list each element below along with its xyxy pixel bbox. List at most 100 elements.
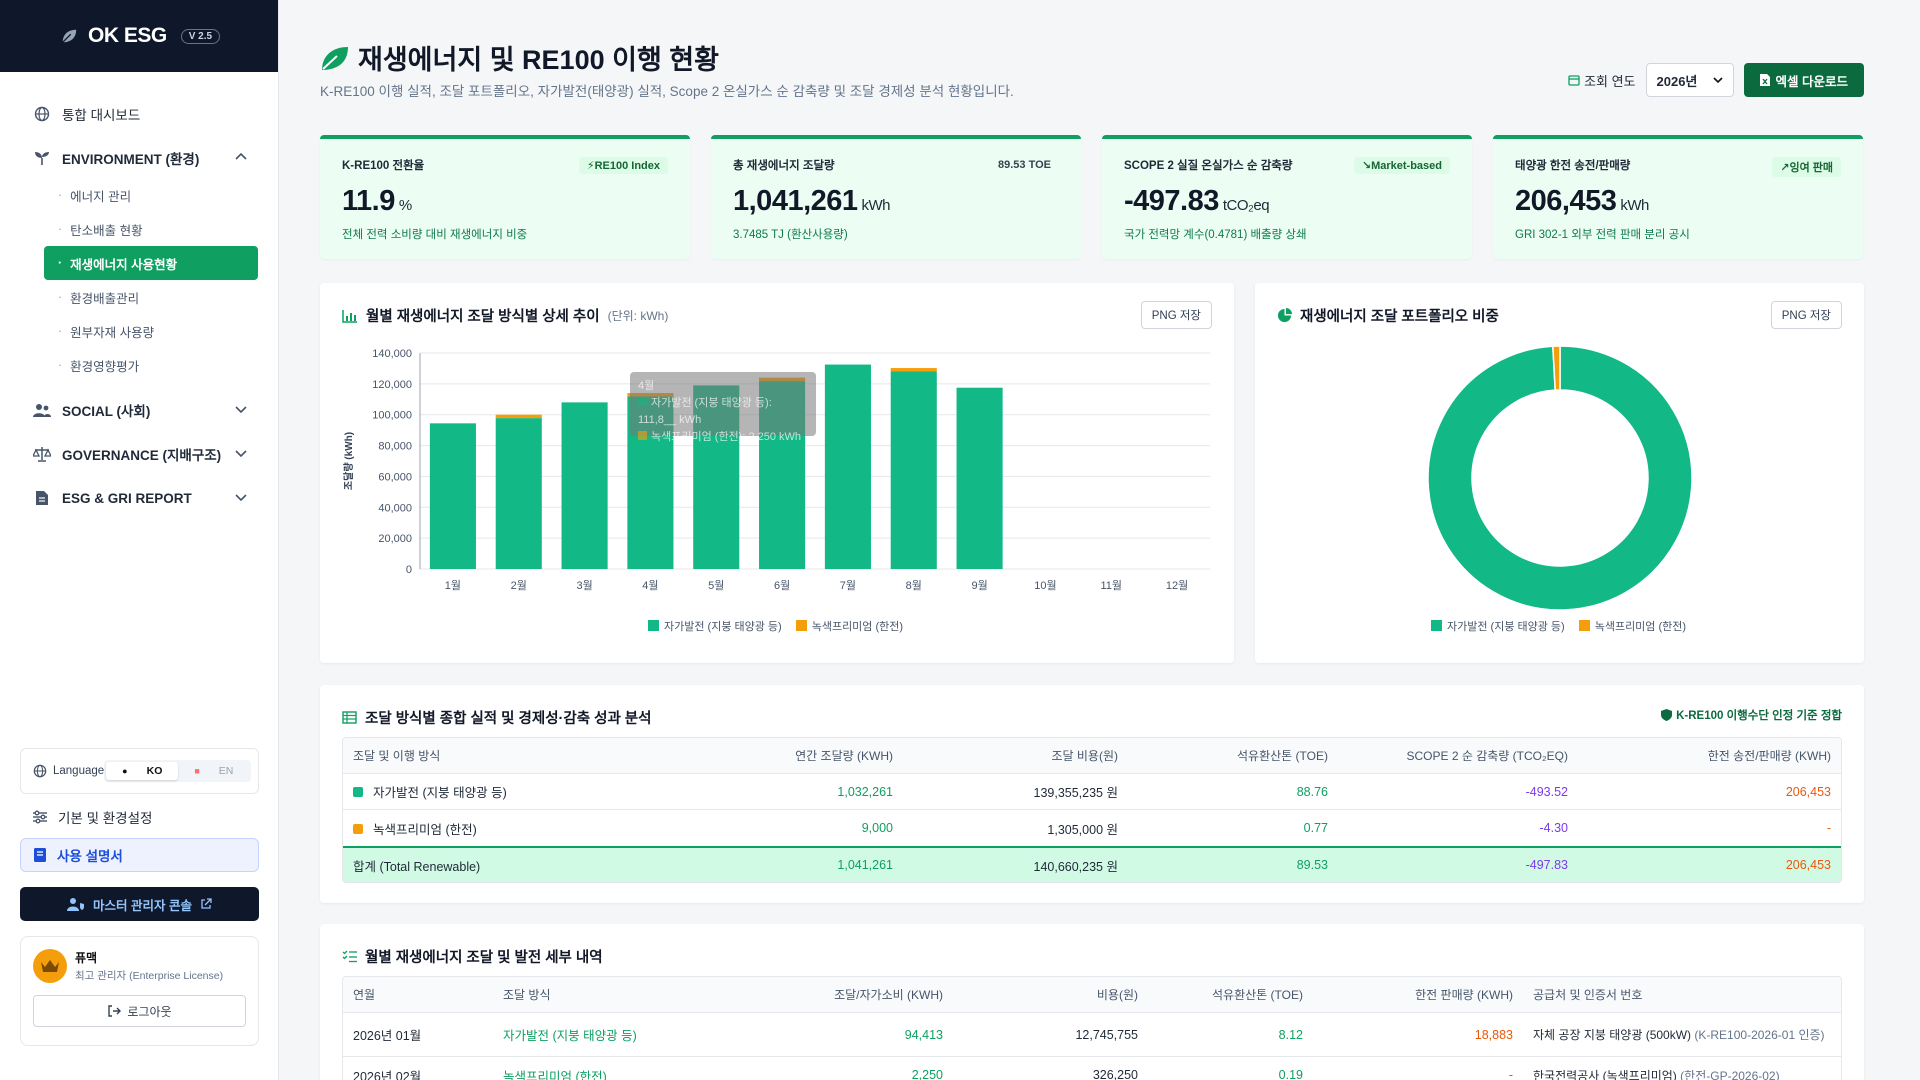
kpi-label: K-RE100 전환율 [342, 160, 425, 172]
y-tick-label: 120,000 [372, 379, 412, 391]
book-icon [33, 847, 47, 863]
method-name: 녹색프리미엄 (한전) [373, 822, 477, 837]
kpi-unit: kWh [861, 197, 891, 214]
col-header: 조달 및 이행 방식 [353, 749, 441, 763]
nav-report-label: ESG & GRI REPORT [62, 490, 192, 506]
legend-item-green-premium: 녹색프리미엄 (한전) [795, 618, 904, 634]
legend-label: 자가발전 (지붕 태양광 등) [664, 621, 782, 633]
year-label-text: 조회 연도 [1584, 73, 1636, 89]
kpi-label: SCOPE 2 실질 온실가스 순 감축량 [1124, 160, 1293, 172]
legend-label: 녹색프리미엄 (한전) [811, 621, 904, 633]
bar-self-generation [956, 387, 1003, 569]
lang-ko-button[interactable]: ● KO [106, 762, 179, 780]
amount-cell: 9,000 [861, 821, 893, 835]
monthly-bar-chart-card: 월별 재생에너지 조달 방식별 상세 추이 (단위: kWh) PNG 저장 0… [320, 283, 1234, 663]
summary-table: 조달 및 이행 방식 연간 조달량 (KWH) 조달 비용(원) 석유환산톤 (… [342, 737, 1842, 883]
lang-ko-label: KO [146, 765, 163, 777]
globe-icon [33, 764, 47, 778]
main-nav: 통합 대시보드 ENVIRONMENT (환경) 에너지 관리 탄소배출 현황 … [0, 72, 278, 520]
crown-avatar-icon [33, 949, 67, 983]
brand-header[interactable]: OK ESG V 2.5 [0, 0, 278, 72]
list-check-icon [342, 950, 357, 963]
tooltip-line-1: 자가발전 (지붕 태양광 등): 111,8__ kWh [638, 395, 808, 429]
sub-raw-material[interactable]: 원부자재 사용량 [44, 314, 258, 348]
shield-check-icon [1661, 709, 1673, 721]
x-tick-label: 3월 [576, 579, 592, 592]
kpi-value-number: 206,453 [1515, 185, 1617, 217]
nav-environment[interactable]: ENVIRONMENT (환경) [0, 138, 278, 178]
nav-dashboard[interactable]: 통합 대시보드 [0, 94, 278, 134]
kpi-sub: 국가 전력망 계수(0.4781) 배출량 상쇄 [1124, 229, 1307, 241]
page-title-text: 재생에너지 및 RE100 이행 현황 [358, 45, 719, 75]
external-link-icon [200, 898, 212, 910]
col-header: 비용(원) [1096, 988, 1138, 1002]
master-console-label: 마스터 관리자 콘솔 [93, 898, 192, 913]
user-guide-link[interactable]: 사용 설명서 [20, 838, 259, 872]
kpi-value: 11.9% [342, 185, 668, 218]
trend-down-icon: ↘ [1361, 160, 1372, 172]
method-cell: 녹색프리미엄 (한전) [343, 819, 673, 838]
green-dot-icon [353, 787, 363, 797]
lang-en-button[interactable]: ■ EN [178, 762, 249, 780]
bar-card-title-text: 월별 재생에너지 조달 방식별 상세 추이 [366, 309, 600, 325]
chevron-down-icon [234, 402, 248, 419]
sub-carbon-emission[interactable]: 탄소배출 현황 [44, 212, 258, 246]
users-icon [32, 400, 52, 420]
nav-governance[interactable]: GOVERNANCE (지배구조) [0, 432, 278, 476]
donut-png-save-button[interactable]: PNG 저장 [1770, 301, 1842, 329]
col-header: SCOPE 2 순 감축량 (TCO₂EQ) [1406, 749, 1568, 763]
orange-dot-icon [353, 823, 363, 834]
col-header: 석유환산톤 (TOE) [1237, 749, 1328, 763]
table-row: 2026년 02월 녹색프리미엄 (한전) 2,250 326,250 0.19… [343, 1057, 1841, 1080]
donut-card-title: 재생에너지 조달 포트폴리오 비중 [1277, 305, 1499, 326]
y-axis-label: 조달량 (kWh) [343, 432, 355, 490]
x-tick-label: 8월 [906, 579, 922, 592]
y-tick-label: 140,000 [372, 348, 412, 360]
sub-env-emission[interactable]: 환경배출관리 [44, 280, 258, 314]
toe-cell: 0.77 [1303, 821, 1328, 835]
x-tick-label: 12월 [1166, 579, 1188, 592]
y-tick-label: 80,000 [378, 441, 412, 453]
kpi-value-number: -497.83 [1124, 185, 1219, 217]
col-header: 조달 비용(원) [1051, 749, 1118, 763]
kpi-value-number: 11.9 [342, 185, 395, 217]
nav-report[interactable]: ESG & GRI REPORT [0, 476, 278, 520]
sidebar: OK ESG V 2.5 통합 대시보드 ENVIRONMENT (환경) 에너… [0, 0, 279, 1080]
legend-item-self-generation: 자가발전 (지붕 태양광 등) [1431, 618, 1565, 634]
sub-renewable-energy[interactable]: 재생에너지 사용현황 [44, 246, 258, 280]
col-header: 한전 판매량 (KWH) [1415, 988, 1513, 1002]
sold-cell: 18,883 [1474, 1027, 1513, 1042]
sold-cell: - [1826, 821, 1831, 835]
nav-social[interactable]: SOCIAL (사회) [0, 388, 278, 432]
excel-download-button[interactable]: 엑셀 다운로드 [1743, 63, 1864, 97]
sub-env-impact[interactable]: 환경영향평가 [44, 348, 258, 382]
bar-green-premium [495, 414, 542, 419]
kpi-tag: ↘Market-based [1353, 157, 1450, 174]
x-tick-label: 10월 [1034, 579, 1056, 592]
nav-dashboard-label: 통합 대시보드 [62, 108, 141, 123]
cert-number: (한전-GP-2026-02) [1680, 1068, 1780, 1080]
user-shield-icon [67, 897, 85, 911]
detail-table-header: 연월 조달 방식 조달/자가소비 (KWH) 비용(원) 석유환산톤 (TOE)… [343, 977, 1841, 1013]
summary-title-text: 조달 방식별 종합 실적 및 경제성·감축 성과 분석 [365, 711, 652, 727]
toe-cell: 88.76 [1296, 784, 1328, 799]
method-name: 자가발전 (지붕 태양광 등) [373, 786, 507, 800]
bar-png-save-button[interactable]: PNG 저장 [1140, 301, 1212, 329]
table-total-row: 합계 (Total Renewable) 1,041,261 140,660,2… [343, 846, 1841, 882]
portfolio-donut-chart [1427, 345, 1693, 611]
master-console-button[interactable]: 마스터 관리자 콘솔 [20, 887, 259, 921]
col-header: 조달 방식 [503, 988, 551, 1002]
kpi-unit: % [398, 197, 412, 214]
korea-flag-icon: ● [122, 766, 128, 776]
bar-card-unit: (단위: kWh) [607, 309, 669, 323]
settings-link[interactable]: 기본 및 환경설정 [20, 800, 259, 834]
document-icon [32, 488, 52, 508]
sub-energy-management[interactable]: 에너지 관리 [44, 178, 258, 212]
amount-cell: 1,032,261 [837, 784, 893, 799]
x-tick-label: 5월 [708, 579, 724, 592]
method-cell: 자가발전 (지붕 태양광 등) [503, 1029, 637, 1043]
logout-button[interactable]: 로그아웃 [33, 995, 246, 1027]
y-tick-label: 20,000 [378, 533, 412, 545]
year-select[interactable]: 2026년 [1645, 63, 1734, 97]
user-name: 퓨맥 [75, 951, 98, 965]
